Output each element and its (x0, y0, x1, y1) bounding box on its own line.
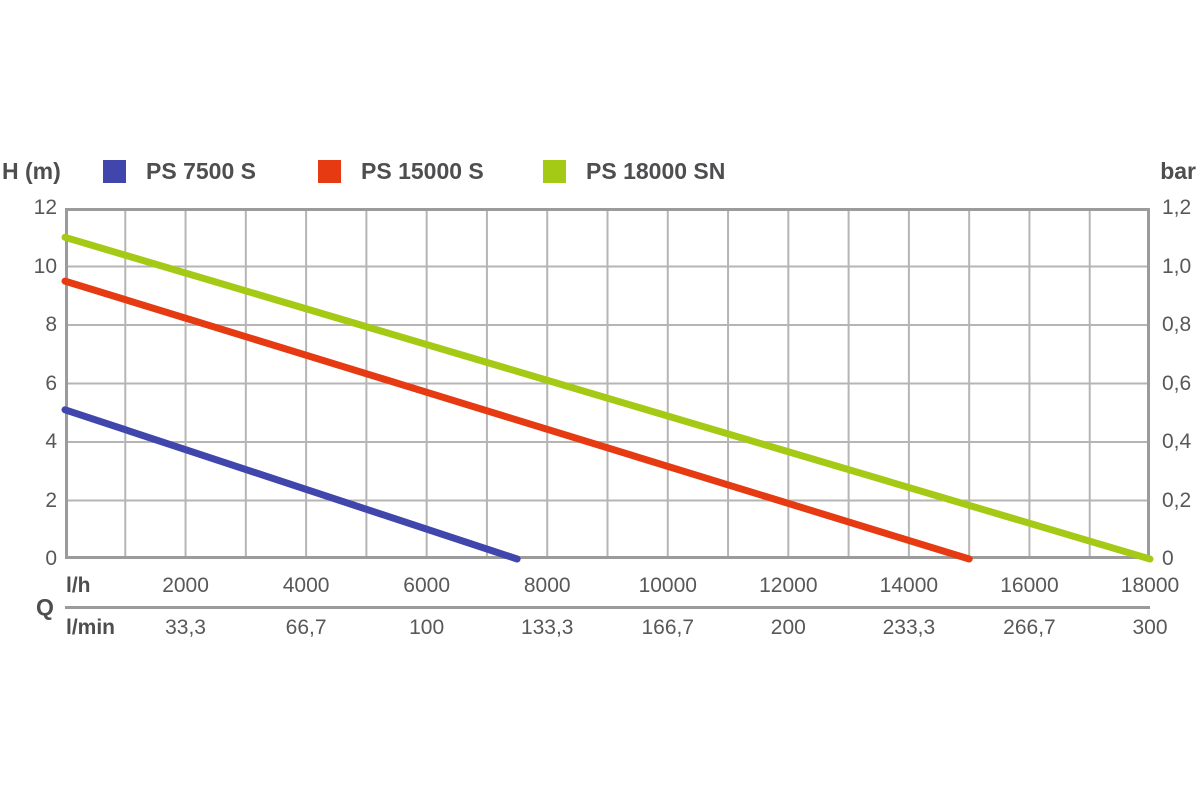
x-tick-lmin: 266,7 (1003, 616, 1056, 639)
x-unit-lh: l/h (66, 574, 91, 597)
y-tick-left: 4 (45, 430, 57, 453)
x-tick-lh: 10000 (638, 574, 697, 597)
right-axis-title: bar (1160, 158, 1196, 184)
x-tick-lmin: 300 (1132, 616, 1168, 639)
x-tick-lh: 2000 (162, 574, 209, 597)
x-tick-lh: 14000 (879, 574, 939, 597)
x-table-separator (65, 606, 1150, 609)
y-tick-left: 2 (45, 488, 57, 512)
x-tick-lh: 4000 (282, 574, 330, 597)
legend-swatch-ps-7500-s (103, 160, 126, 183)
x-tick-lmin: 200 (770, 616, 806, 639)
y-tick-left: 12 (33, 196, 57, 219)
y-tick-left: 8 (45, 313, 57, 336)
x-tick-lh: 12000 (759, 574, 818, 597)
y-tick-right: 0,2 (1162, 488, 1192, 512)
legend-item-ps-18000-sn: PS 18000 SN (543, 158, 725, 184)
x-tick-lmin: 133,3 (520, 616, 574, 639)
y-tick-left: 6 (45, 371, 57, 395)
y-tick-right: 1,2 (1162, 196, 1192, 219)
x-tick-lmin: 166,7 (641, 616, 695, 639)
series-line-ps-18000-sn (61, 233, 1154, 563)
x-tick-lmin: 33,3 (165, 616, 206, 639)
y-tick-right: 0 (1162, 547, 1174, 570)
x-tick-lh: 8000 (523, 574, 571, 597)
y-tick-left: 10 (33, 254, 57, 278)
plot-border (65, 208, 1150, 559)
legend-item-ps-7500-s: PS 7500 S (103, 158, 256, 184)
x-tick-lh: 18000 (1120, 574, 1180, 597)
left-axis-title: H (m) (2, 158, 61, 184)
y-tick-right: 0,8 (1162, 313, 1192, 336)
x-tick-lmin: 66,7 (285, 616, 327, 639)
legend-swatch-ps-18000-sn (543, 160, 566, 183)
x-tick-lh: 16000 (1000, 574, 1059, 597)
legend-label-ps-7500-s: PS 7500 S (146, 158, 256, 184)
flow-symbol: Q (36, 594, 54, 620)
legend-label-ps-18000-sn: PS 18000 SN (586, 158, 726, 184)
series-line-ps-7500-s (61, 406, 521, 563)
legend-label-ps-15000-s: PS 15000 S (361, 158, 484, 184)
chart-svg (61, 208, 1154, 563)
y-tick-right: 0,6 (1162, 371, 1192, 395)
plot-area (61, 208, 1154, 563)
x-tick-lmin: 233,3 (882, 616, 936, 639)
y-tick-right: 1,0 (1162, 254, 1192, 278)
y-tick-left: 0 (45, 547, 57, 570)
legend-swatch-ps-15000-s (318, 160, 341, 183)
legend-item-ps-15000-s: PS 15000 S (318, 158, 484, 184)
x-tick-lh: 6000 (403, 574, 451, 597)
x-unit-lmin: l/min (66, 616, 116, 639)
x-tick-lmin: 100 (409, 616, 445, 639)
series-line-ps-15000-s (61, 277, 973, 563)
y-tick-right: 0,4 (1162, 430, 1192, 453)
